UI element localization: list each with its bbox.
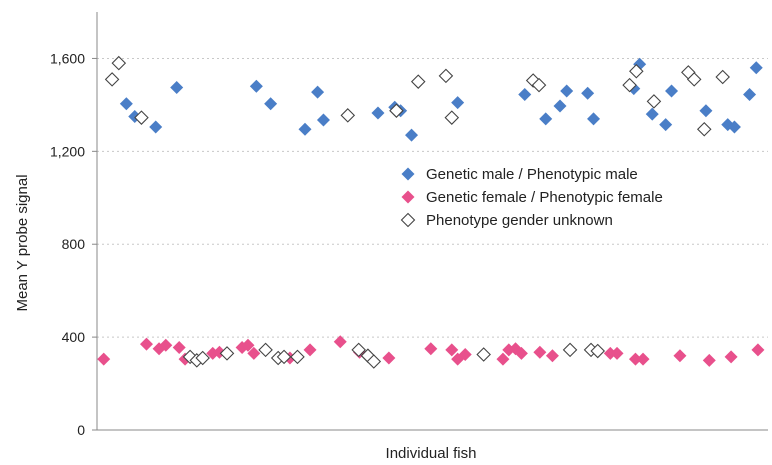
data-point bbox=[241, 338, 255, 352]
data-point bbox=[371, 106, 385, 120]
data-point bbox=[290, 349, 305, 365]
data-point bbox=[170, 80, 184, 94]
legend-label: Phenotype gender unknown bbox=[426, 212, 613, 229]
data-point bbox=[518, 87, 532, 101]
data-point bbox=[645, 107, 659, 121]
y-tick-label: 800 bbox=[62, 236, 86, 252]
data-point bbox=[751, 343, 765, 357]
legend-marker bbox=[400, 212, 416, 228]
data-point bbox=[749, 61, 763, 75]
legend-marker bbox=[401, 167, 415, 181]
y-tick-labels: 0 400 800 1,200 1,600 bbox=[50, 50, 97, 438]
series-1 bbox=[119, 57, 763, 142]
data-point bbox=[219, 346, 235, 361]
data-point bbox=[610, 346, 624, 360]
data-point bbox=[622, 77, 637, 93]
data-point bbox=[276, 349, 292, 365]
data-point bbox=[525, 73, 541, 88]
data-point bbox=[743, 87, 757, 101]
data-point bbox=[715, 69, 730, 85]
data-point bbox=[410, 74, 426, 89]
data-point bbox=[172, 341, 186, 355]
data-point bbox=[444, 110, 460, 125]
data-point bbox=[514, 346, 528, 360]
data-point bbox=[333, 335, 347, 349]
data-points bbox=[97, 55, 765, 369]
data-point bbox=[303, 343, 317, 357]
series-3 bbox=[104, 55, 730, 369]
data-point bbox=[686, 72, 702, 87]
x-axis-title: Individual fish bbox=[386, 445, 477, 462]
data-point bbox=[560, 84, 574, 98]
data-point bbox=[696, 121, 712, 137]
data-point bbox=[264, 97, 278, 111]
data-point bbox=[119, 97, 133, 111]
data-point bbox=[562, 342, 578, 358]
data-point bbox=[389, 103, 404, 118]
data-point bbox=[451, 96, 465, 110]
data-point bbox=[665, 84, 679, 98]
data-point bbox=[458, 348, 472, 362]
y-tick-label: 1,600 bbox=[50, 50, 85, 66]
axes bbox=[96, 12, 768, 431]
data-point bbox=[545, 349, 559, 363]
data-point bbox=[247, 346, 261, 360]
data-point bbox=[111, 55, 127, 71]
data-point bbox=[531, 77, 547, 93]
y-tick-label: 400 bbox=[62, 329, 86, 345]
data-point bbox=[195, 350, 210, 366]
data-point bbox=[581, 86, 595, 100]
y-tick-label: 0 bbox=[77, 422, 85, 438]
data-point bbox=[724, 350, 738, 364]
data-point bbox=[673, 349, 687, 363]
data-point bbox=[533, 345, 547, 359]
data-point bbox=[628, 352, 642, 366]
data-point bbox=[340, 108, 356, 123]
data-point bbox=[382, 351, 396, 365]
data-point bbox=[258, 342, 273, 358]
data-point bbox=[97, 352, 111, 366]
data-point bbox=[445, 343, 459, 357]
y-tick-label: 1,200 bbox=[50, 143, 85, 159]
data-point bbox=[405, 128, 419, 142]
data-point bbox=[424, 342, 438, 356]
data-point bbox=[587, 112, 601, 126]
data-point bbox=[590, 343, 606, 359]
data-point bbox=[553, 99, 567, 113]
data-point bbox=[351, 342, 366, 358]
data-point bbox=[139, 337, 153, 351]
data-point bbox=[316, 113, 330, 127]
data-point bbox=[539, 112, 553, 126]
data-point bbox=[298, 122, 312, 136]
data-point bbox=[366, 354, 382, 369]
data-point bbox=[476, 347, 491, 362]
data-point bbox=[699, 104, 713, 118]
data-point bbox=[159, 338, 173, 352]
legend-label: Genetic male / Phenotypic male bbox=[426, 166, 638, 183]
data-point bbox=[496, 352, 510, 366]
data-point bbox=[636, 352, 650, 366]
gridlines bbox=[97, 57, 768, 338]
data-point bbox=[249, 79, 263, 93]
data-point bbox=[149, 120, 163, 134]
legend-marker bbox=[401, 190, 415, 204]
data-point bbox=[659, 118, 673, 132]
data-point bbox=[311, 85, 325, 99]
data-point bbox=[603, 346, 617, 360]
data-point bbox=[629, 63, 644, 79]
data-point bbox=[438, 68, 454, 84]
y-axis-title: Mean Y probe signal bbox=[14, 174, 31, 311]
data-point bbox=[104, 72, 120, 87]
series-2 bbox=[97, 335, 765, 367]
data-point bbox=[702, 353, 716, 367]
legend-label: Genetic female / Phenotypic female bbox=[426, 189, 663, 206]
data-point bbox=[646, 94, 662, 109]
data-point bbox=[134, 110, 149, 125]
legend: Genetic male / Phenotypic male Genetic fe… bbox=[400, 166, 663, 229]
data-point bbox=[727, 120, 741, 134]
